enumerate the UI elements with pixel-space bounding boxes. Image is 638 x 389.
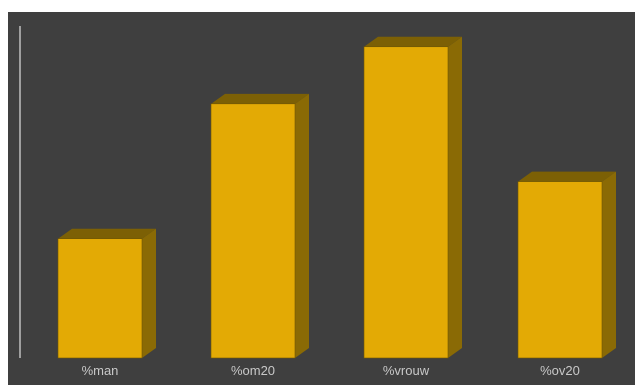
bar-chart: %man %om20 %vrouw %ov20: [19, 26, 616, 378]
bar-front-face: [210, 103, 296, 359]
bar-pct-vrouw: [363, 36, 462, 359]
category-labels: %man %om20 %vrouw %ov20: [82, 363, 580, 378]
bar-side-face: [448, 36, 462, 358]
chart-panel: %man %om20 %vrouw %ov20: [8, 12, 635, 385]
category-label: %om20: [231, 363, 275, 378]
bar-front-face: [57, 238, 143, 359]
bar-top-face: [518, 171, 616, 182]
bar-top-face: [364, 36, 462, 47]
bar-front-face: [517, 181, 603, 359]
bar-front-face: [363, 46, 449, 359]
bar-top-face: [211, 93, 309, 104]
bar-pct-man: [57, 228, 156, 359]
bar-side-face: [142, 228, 156, 358]
bar-side-face: [295, 93, 309, 358]
bar-side-face: [602, 171, 616, 358]
bar-top-face: [58, 228, 156, 239]
bar-pct-om20: [210, 93, 309, 359]
category-label: %man: [82, 363, 119, 378]
category-label: %vrouw: [383, 363, 430, 378]
bar-pct-ov20: [517, 171, 616, 359]
category-label: %ov20: [540, 363, 580, 378]
bars-group: [57, 36, 616, 359]
